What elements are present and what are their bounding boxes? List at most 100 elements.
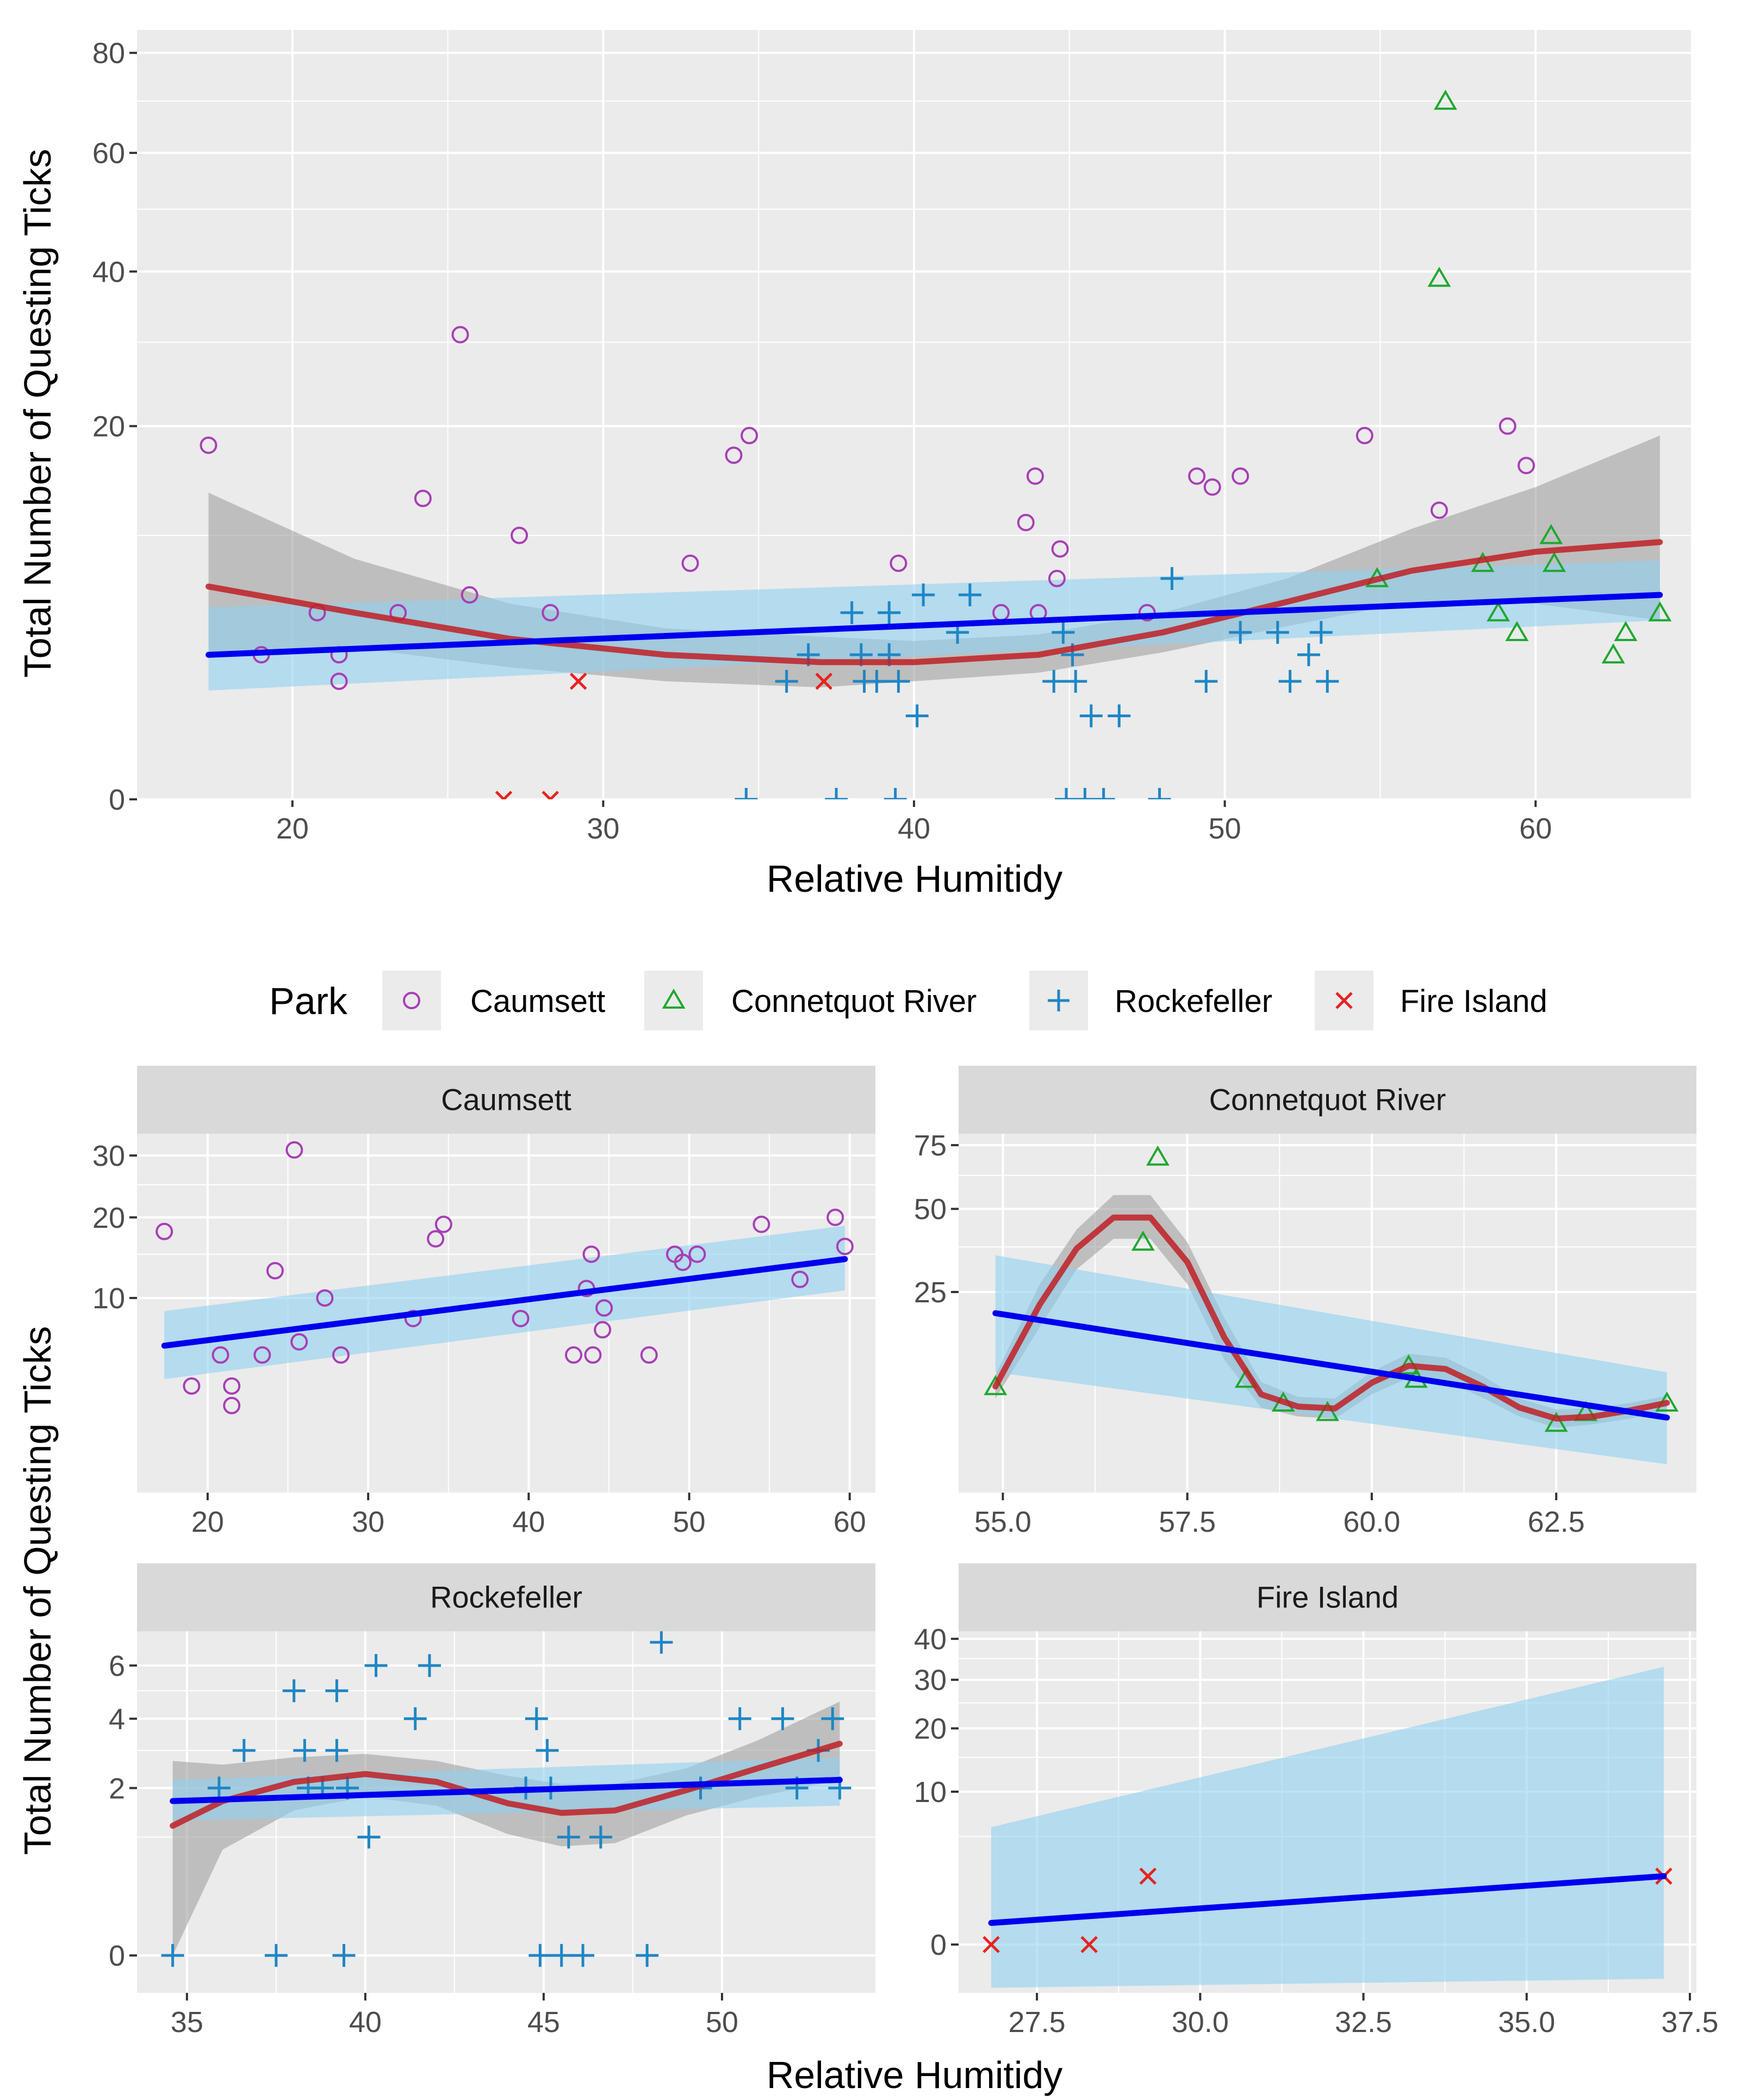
point-connetquot-river	[1433, 89, 1457, 110]
point-rockefeller	[912, 583, 935, 607]
y-tick-label: 20	[914, 1713, 947, 1745]
point-caumsett	[1356, 427, 1373, 445]
point-rockefeller	[403, 1707, 427, 1730]
point-rockefeller	[161, 1944, 184, 1967]
point-connetquot-river	[1601, 643, 1625, 664]
x-tick-label: 60	[1519, 812, 1552, 845]
point-caumsett	[316, 1289, 334, 1307]
point-caumsett	[511, 526, 528, 544]
legend-label-caumsett: Caumsett	[470, 984, 605, 1019]
combined-plot: 20 30 40 50 60 0 20 40 60 80	[92, 30, 1691, 845]
point-caumsett	[688, 1245, 706, 1263]
point-rockefeller	[293, 1739, 316, 1762]
point-rockefeller	[1052, 621, 1075, 644]
point-rockefeller	[418, 1654, 441, 1677]
point-rockefeller	[825, 788, 848, 799]
point-caumsett	[1138, 604, 1156, 622]
point-rockefeller	[1160, 567, 1184, 590]
plot-area-caumsett	[156, 1141, 854, 1414]
y-tick-label: 30	[914, 1664, 947, 1697]
y-tick-label: 80	[92, 37, 125, 70]
y-tick-label: 6	[109, 1650, 125, 1682]
point-caumsett	[512, 1309, 530, 1327]
point-connetquot-river	[1487, 601, 1510, 622]
lm-band	[991, 1667, 1664, 1988]
y-tick-label: 0	[109, 784, 125, 816]
strip-caumsett	[137, 1066, 875, 1134]
facet-caumsett: Caumsett 20 30 40 50 60 10 20 30	[92, 1066, 875, 1538]
legend-label-connetquot: Connetquot River	[731, 984, 977, 1019]
point-connetquot-river	[1539, 524, 1563, 544]
y-tick-label: 20	[92, 1202, 125, 1234]
point-caumsett	[200, 436, 217, 454]
point-caumsett	[223, 1396, 241, 1414]
point-rockefeller	[550, 1944, 573, 1967]
point-caumsett	[404, 1309, 422, 1327]
y-tick-label: 0	[930, 1929, 947, 1961]
legend-symbol-fire-island	[1335, 992, 1353, 1009]
x-tick-label: 35	[171, 2006, 203, 2039]
point-rockefeller	[207, 1776, 231, 1800]
point-rockefeller	[1195, 669, 1218, 693]
point-caumsett	[1026, 467, 1044, 485]
point-connetquot-river	[1614, 621, 1638, 642]
point-caumsett	[753, 1215, 770, 1233]
point-caumsett	[725, 446, 743, 464]
legend: Park Caumsett Connetquot River Rockefell…	[269, 971, 1547, 1030]
point-rockefeller	[589, 1825, 612, 1849]
point-caumsett	[1017, 513, 1035, 531]
point-rockefeller	[528, 1944, 552, 1967]
strip-rockefeller	[137, 1563, 875, 1631]
x-tick-label: 62.5	[1528, 1506, 1585, 1538]
point-caumsett	[332, 1346, 350, 1364]
point-caumsett	[266, 1262, 284, 1279]
point-fire-island	[495, 791, 513, 799]
point-caumsett	[791, 1270, 809, 1288]
point-connetquot-river	[1544, 1412, 1568, 1432]
point-caumsett	[461, 586, 478, 604]
x-tick-label: 50	[706, 2006, 738, 2039]
loess-line	[992, 1214, 1670, 1422]
point-rockefeller	[1266, 621, 1289, 644]
x-tick-label: 45	[527, 2006, 560, 2039]
point-rockefeller	[1064, 669, 1087, 693]
point-caumsett	[330, 672, 348, 690]
x-tick-label: 30	[587, 812, 619, 845]
point-rockefeller	[1073, 788, 1097, 799]
plot-area-combined	[200, 89, 1672, 799]
strip-label-caumsett: Caumsett	[441, 1083, 571, 1117]
point-caumsett	[582, 1245, 600, 1263]
point-caumsett	[595, 1299, 613, 1317]
strip-label-connetquot: Connetquot River	[1209, 1083, 1446, 1117]
point-rockefeller	[821, 1707, 844, 1730]
point-rockefeller	[1079, 704, 1103, 728]
point-caumsett	[253, 1346, 271, 1364]
point-rockefeller	[650, 1631, 673, 1654]
x-tick-label: 57.5	[1159, 1506, 1216, 1538]
x-tick-label: 32.5	[1335, 2006, 1392, 2039]
point-rockefeller	[884, 788, 907, 799]
point-caumsett	[427, 1230, 445, 1248]
point-caumsett	[741, 427, 758, 445]
point-rockefeller	[364, 1654, 388, 1677]
point-caumsett	[1051, 540, 1069, 558]
point-caumsett	[640, 1346, 658, 1364]
point-caumsett	[890, 554, 907, 572]
point-caumsett	[1518, 457, 1535, 475]
point-fire-island	[983, 1936, 1000, 1953]
legend-item-fire-island: Fire Island	[1315, 971, 1547, 1030]
x-tick-label: 40	[512, 1506, 545, 1538]
y-tick-label: 50	[914, 1193, 947, 1226]
point-rockefeller	[232, 1739, 256, 1762]
x-tick-label: 55.0	[974, 1506, 1031, 1538]
point-rockefeller	[332, 1944, 356, 1967]
point-rockefeller	[1042, 669, 1066, 693]
point-rockefeller	[728, 1707, 751, 1730]
point-caumsett	[836, 1238, 854, 1256]
point-caumsett	[674, 1253, 692, 1271]
point-caumsett	[681, 554, 699, 572]
strip-label-rockefeller: Rockefeller	[430, 1580, 582, 1614]
loess-line	[206, 539, 1663, 666]
point-fire-island	[542, 791, 559, 799]
y-tick-label: 25	[914, 1276, 947, 1309]
